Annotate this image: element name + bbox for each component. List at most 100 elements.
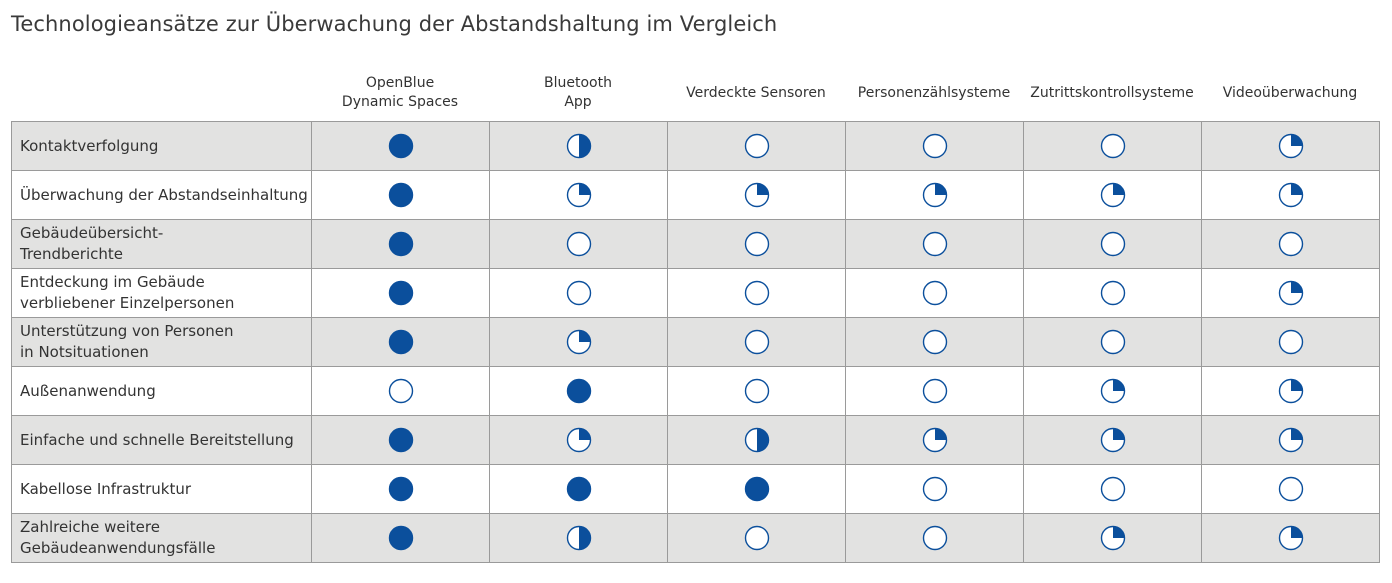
rating-cell bbox=[845, 317, 1024, 367]
harvey-ball-outline bbox=[922, 476, 947, 502]
rating-cell bbox=[667, 415, 846, 465]
full-circle-icon bbox=[388, 182, 413, 208]
rating-cell bbox=[667, 317, 846, 367]
full-circle-icon bbox=[388, 231, 413, 257]
chart-title: Technologieansätze zur Überwachung der A… bbox=[11, 12, 778, 36]
empty-circle-icon bbox=[744, 231, 769, 257]
full-circle-icon bbox=[388, 133, 413, 159]
row-label: Kabellose Infrastruktur bbox=[11, 464, 312, 514]
empty-circle-icon bbox=[1100, 231, 1125, 257]
rating-cell bbox=[1201, 366, 1380, 416]
rating-cell bbox=[667, 121, 846, 171]
rating-cell bbox=[845, 268, 1024, 318]
row-label: Gebäudeübersicht- Trendberichte bbox=[11, 219, 312, 269]
empty-circle-icon bbox=[922, 329, 947, 355]
rating-cell bbox=[1201, 121, 1380, 171]
rating-cell bbox=[1023, 219, 1202, 269]
rating-cell bbox=[311, 268, 490, 318]
empty-circle-icon bbox=[1100, 133, 1125, 159]
rating-cell bbox=[667, 268, 846, 318]
rating-cell bbox=[1201, 170, 1380, 220]
harvey-ball-outline bbox=[388, 525, 413, 551]
rating-cell bbox=[845, 415, 1024, 465]
harvey-ball-outline bbox=[388, 182, 413, 208]
harvey-ball-outline bbox=[744, 231, 769, 257]
harvey-ball-outline bbox=[566, 378, 591, 404]
rating-cell bbox=[1023, 464, 1202, 514]
harvey-ball-outline bbox=[922, 329, 947, 355]
partial-circle-icon bbox=[1100, 427, 1125, 453]
empty-circle-icon bbox=[1278, 476, 1303, 502]
rating-cell bbox=[1201, 513, 1380, 563]
harvey-ball-outline bbox=[566, 231, 591, 257]
rating-cell bbox=[311, 317, 490, 367]
table-row: Überwachung der Abstandseinhaltung bbox=[11, 170, 1380, 220]
rating-cell bbox=[1201, 317, 1380, 367]
rating-cell bbox=[489, 415, 668, 465]
rating-cell bbox=[489, 268, 668, 318]
harvey-ball-outline bbox=[922, 133, 947, 159]
empty-circle-icon bbox=[388, 378, 413, 404]
table-row: Entdeckung im Gebäude verbliebener Einze… bbox=[11, 268, 1380, 318]
rating-cell bbox=[311, 513, 490, 563]
harvey-ball-outline bbox=[1100, 476, 1125, 502]
table-row: Unterstützung von Personen in Notsituati… bbox=[11, 317, 1380, 367]
rating-cell bbox=[845, 366, 1024, 416]
harvey-ball-outline bbox=[1278, 231, 1303, 257]
column-header: OpenBlue Dynamic Spaces bbox=[341, 75, 459, 110]
rating-cell bbox=[845, 464, 1024, 514]
harvey-ball-fill bbox=[1112, 428, 1124, 440]
empty-circle-icon bbox=[1100, 280, 1125, 306]
harvey-ball-fill bbox=[756, 428, 768, 452]
harvey-ball-outline bbox=[922, 378, 947, 404]
partial-circle-icon bbox=[566, 525, 591, 551]
rating-cell bbox=[489, 366, 668, 416]
rating-cell bbox=[1201, 415, 1380, 465]
harvey-ball-fill bbox=[1112, 379, 1124, 391]
rating-cell bbox=[1201, 464, 1380, 514]
harvey-ball-outline bbox=[388, 280, 413, 306]
harvey-ball-outline bbox=[744, 525, 769, 551]
rating-cell bbox=[1201, 268, 1380, 318]
harvey-ball-outline bbox=[1278, 476, 1303, 502]
partial-circle-icon bbox=[1278, 182, 1303, 208]
rating-cell bbox=[311, 464, 490, 514]
rating-cell bbox=[1023, 415, 1202, 465]
harvey-ball-outline bbox=[1100, 329, 1125, 355]
rating-cell bbox=[311, 366, 490, 416]
partial-circle-icon bbox=[566, 133, 591, 159]
partial-circle-icon bbox=[1278, 378, 1303, 404]
harvey-ball-outline bbox=[744, 133, 769, 159]
table-row: Kabellose Infrastruktur bbox=[11, 464, 1380, 514]
harvey-ball-outline bbox=[744, 280, 769, 306]
harvey-ball-outline bbox=[566, 280, 591, 306]
harvey-ball-outline bbox=[1100, 133, 1125, 159]
harvey-ball-outline bbox=[1100, 231, 1125, 257]
rating-cell bbox=[1023, 121, 1202, 171]
empty-circle-icon bbox=[744, 280, 769, 306]
empty-circle-icon bbox=[566, 280, 591, 306]
partial-circle-icon bbox=[1100, 182, 1125, 208]
rating-cell bbox=[489, 121, 668, 171]
harvey-ball-outline bbox=[744, 378, 769, 404]
rating-cell bbox=[1023, 170, 1202, 220]
rating-cell bbox=[1023, 317, 1202, 367]
rating-cell bbox=[1023, 366, 1202, 416]
row-label: Kontaktverfolgung bbox=[11, 121, 312, 171]
harvey-ball-fill bbox=[578, 428, 590, 440]
rating-cell bbox=[667, 513, 846, 563]
rating-cell bbox=[489, 464, 668, 514]
empty-circle-icon bbox=[1100, 329, 1125, 355]
empty-circle-icon bbox=[1100, 476, 1125, 502]
partial-circle-icon bbox=[922, 182, 947, 208]
harvey-ball-fill bbox=[1290, 379, 1302, 391]
row-label: Überwachung der Abstandseinhaltung bbox=[11, 170, 312, 220]
comparison-table: Kontaktverfolgung Überwachung der Abstand… bbox=[11, 121, 1380, 563]
empty-circle-icon bbox=[1278, 329, 1303, 355]
full-circle-icon bbox=[566, 378, 591, 404]
row-label: Außenanwendung bbox=[11, 366, 312, 416]
harvey-ball-outline bbox=[388, 133, 413, 159]
harvey-ball-fill bbox=[578, 134, 590, 158]
empty-circle-icon bbox=[744, 525, 769, 551]
full-circle-icon bbox=[744, 476, 769, 502]
